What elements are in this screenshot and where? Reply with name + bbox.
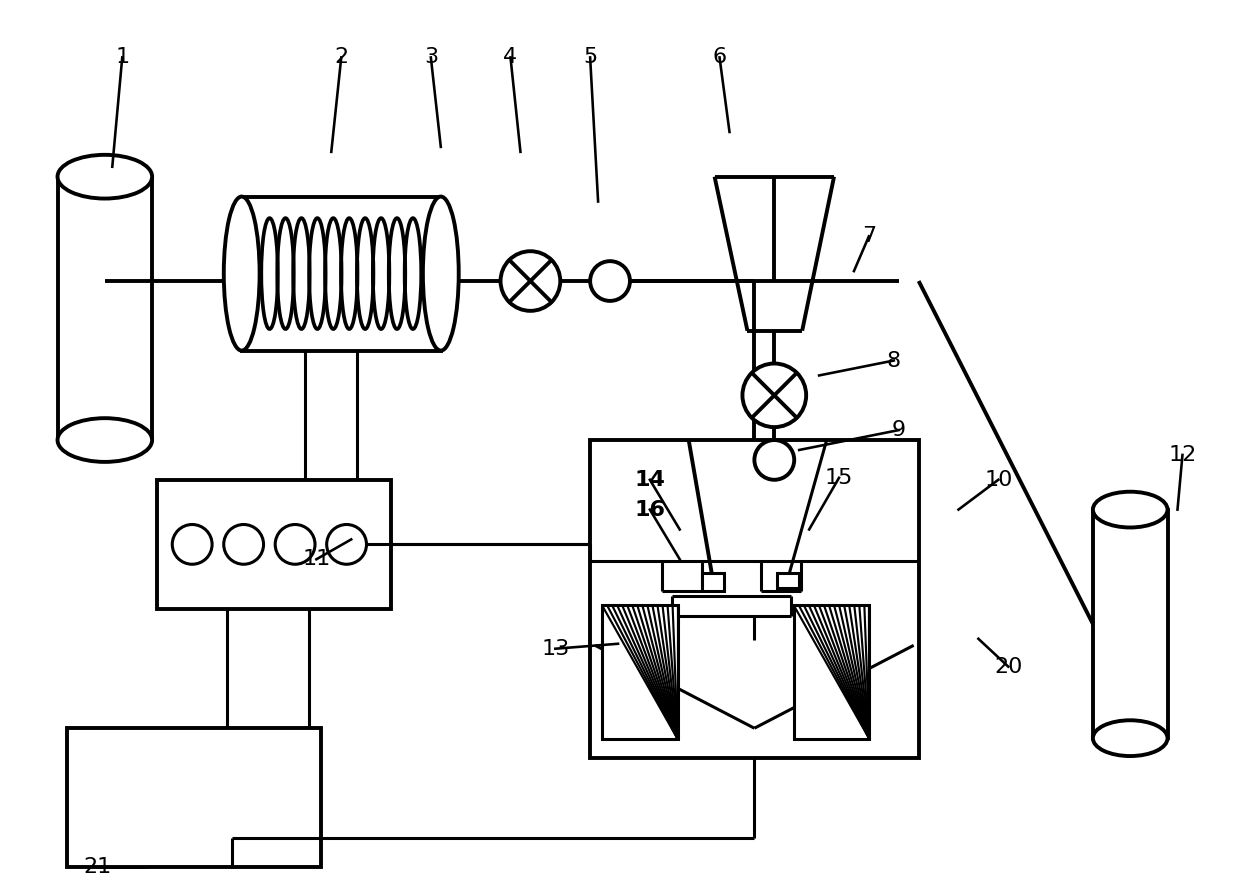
Text: 4: 4 (503, 47, 517, 68)
Circle shape (172, 525, 212, 564)
Text: 9: 9 (892, 420, 905, 440)
Circle shape (326, 525, 367, 564)
Circle shape (223, 525, 264, 564)
Text: 7: 7 (862, 226, 875, 246)
Text: 13: 13 (541, 639, 569, 658)
Circle shape (275, 525, 315, 564)
Bar (777, 573, 800, 588)
Ellipse shape (1092, 720, 1168, 756)
Text: 16: 16 (635, 500, 666, 519)
Circle shape (590, 261, 630, 301)
Bar (603, 605, 677, 739)
Circle shape (743, 364, 806, 427)
Text: 20: 20 (994, 657, 1023, 676)
Text: 2: 2 (335, 47, 348, 68)
Bar (157, 479, 391, 609)
Circle shape (754, 440, 794, 479)
Text: 5: 5 (583, 47, 598, 68)
Ellipse shape (1092, 492, 1168, 527)
Text: 15: 15 (825, 468, 853, 487)
Circle shape (501, 251, 560, 311)
Text: 6: 6 (713, 47, 727, 68)
Text: 10: 10 (985, 470, 1013, 490)
Bar (242, 197, 440, 350)
Text: 12: 12 (1168, 445, 1197, 465)
Bar (57, 176, 153, 440)
Text: 3: 3 (424, 47, 438, 68)
Text: 1: 1 (115, 47, 129, 68)
Bar (702, 573, 724, 591)
Bar (590, 440, 919, 758)
Bar (67, 728, 321, 867)
Text: 21: 21 (83, 857, 112, 878)
Text: 8: 8 (887, 350, 900, 371)
Ellipse shape (423, 197, 459, 350)
Text: 14: 14 (635, 470, 666, 490)
Bar (1092, 510, 1168, 738)
Ellipse shape (57, 155, 153, 199)
Bar (794, 605, 869, 739)
Ellipse shape (57, 418, 153, 462)
Ellipse shape (223, 197, 259, 350)
Text: 11: 11 (303, 549, 331, 569)
